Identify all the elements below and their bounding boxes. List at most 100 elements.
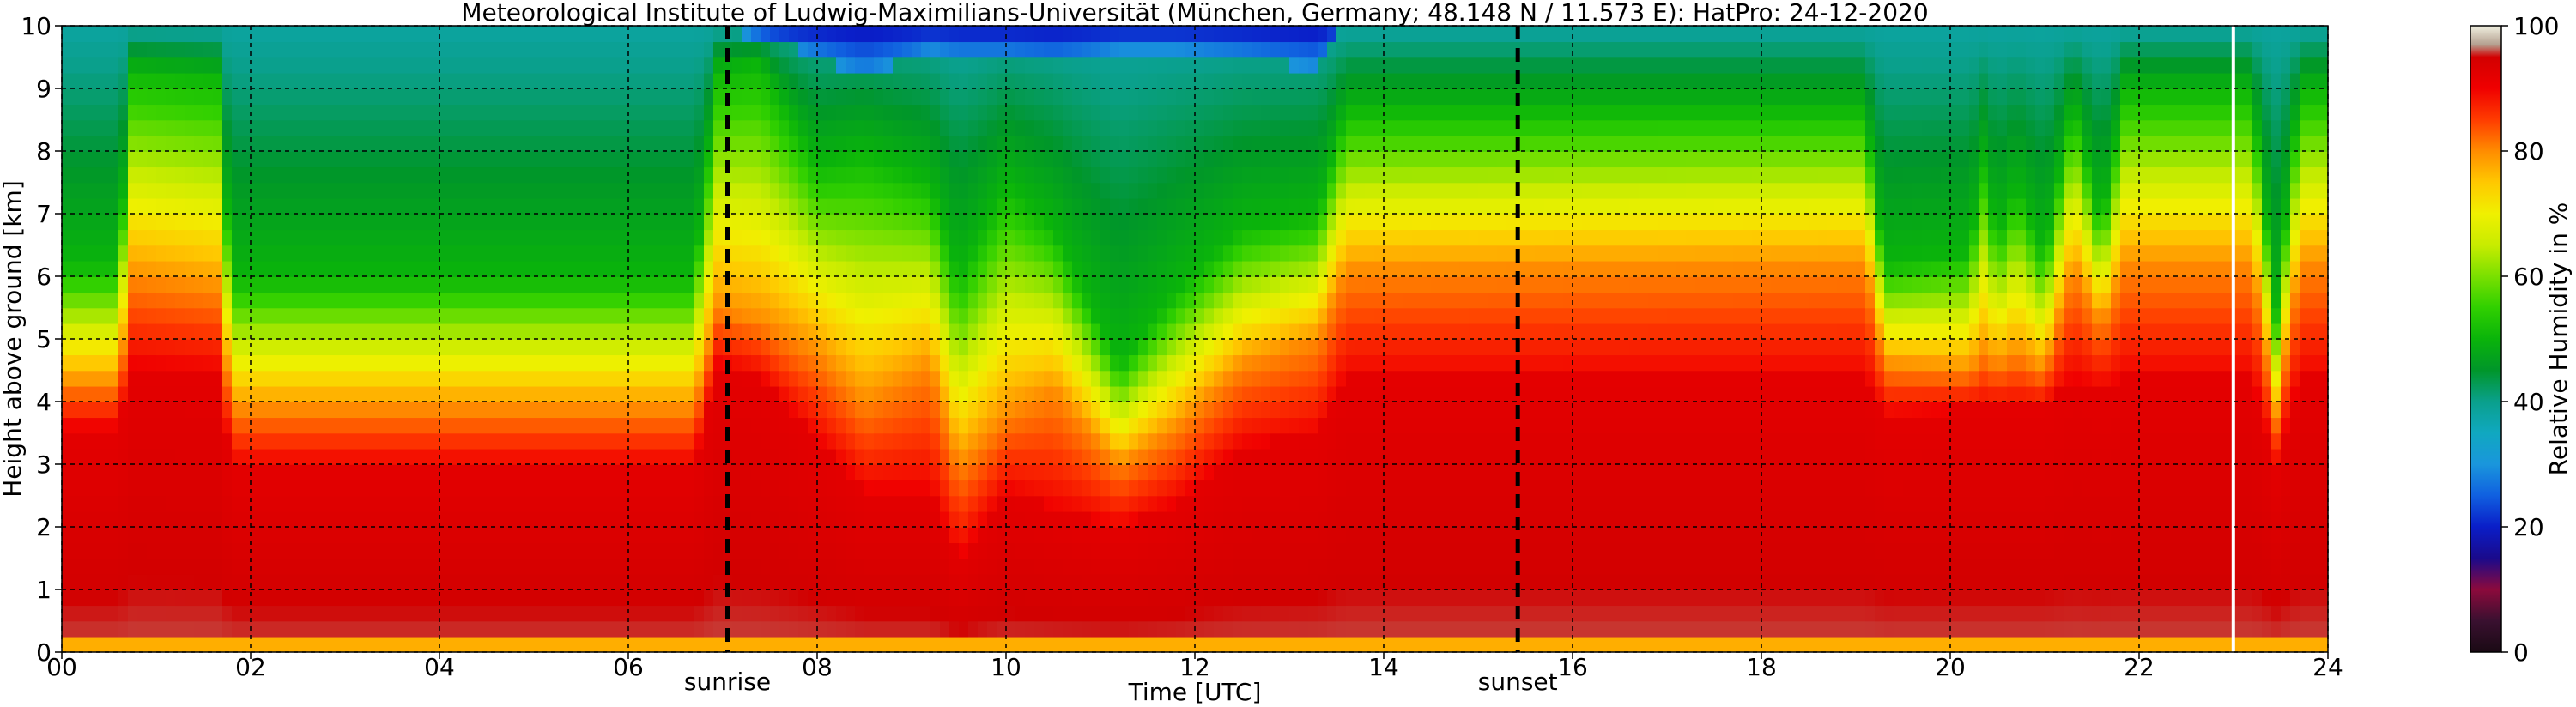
heatmap-cell	[128, 135, 138, 152]
heatmap-cell	[874, 260, 884, 277]
heatmap-cell	[1195, 464, 1205, 481]
heatmap-cell	[421, 229, 431, 246]
heatmap-cell	[449, 119, 459, 136]
heatmap-cell	[817, 464, 827, 481]
heatmap-column	[694, 26, 705, 652]
heatmap-cell	[336, 511, 346, 528]
heatmap-cell	[1072, 276, 1082, 293]
heatmap-cell	[355, 480, 365, 497]
heatmap-cell	[71, 245, 82, 262]
heatmap-cell	[307, 417, 318, 434]
heatmap-cell	[827, 245, 837, 262]
heatmap-cell	[411, 480, 421, 497]
heatmap-cell	[524, 151, 535, 168]
heatmap-cell	[62, 354, 72, 372]
heatmap-cell	[940, 448, 950, 465]
heatmap-cell	[1100, 197, 1111, 215]
heatmap-cell	[383, 417, 393, 434]
heatmap-cell	[1034, 558, 1045, 575]
heatmap-cell	[798, 166, 809, 184]
heatmap-cell	[336, 495, 346, 512]
heatmap-cell	[694, 72, 705, 89]
heatmap-cell	[194, 41, 204, 58]
heatmap-cell	[241, 480, 252, 497]
heatmap-cell	[185, 229, 195, 246]
heatmap-cell	[1167, 197, 1177, 215]
heatmap-cell	[392, 636, 403, 652]
heatmap-cell	[666, 182, 676, 199]
heatmap-cell	[100, 495, 110, 512]
heatmap-cell	[1167, 605, 1177, 622]
heatmap-cell	[657, 495, 667, 512]
heatmap-cell	[355, 402, 365, 419]
heatmap-cell	[1157, 511, 1167, 528]
heatmap-cell	[411, 166, 421, 184]
heatmap-cell	[930, 57, 941, 74]
heatmap-cell	[487, 245, 497, 262]
heatmap-cell	[524, 448, 535, 465]
heatmap-cell	[704, 620, 714, 638]
heatmap-cell	[600, 182, 610, 199]
heatmap-cell	[241, 151, 252, 168]
heatmap-column	[949, 26, 960, 652]
heatmap-cell	[71, 26, 82, 43]
heatmap-cell	[477, 307, 488, 324]
heatmap-cell	[789, 229, 799, 246]
heatmap-cell	[685, 88, 695, 106]
heatmap-cell	[902, 166, 912, 184]
heatmap-cell	[1119, 558, 1130, 575]
heatmap-cell	[298, 480, 308, 497]
heatmap-cell	[383, 104, 393, 121]
heatmap-cell	[203, 417, 214, 434]
heatmap-cell	[930, 385, 941, 402]
heatmap-cell	[581, 182, 591, 199]
heatmap-cell	[496, 448, 506, 465]
heatmap-cell	[421, 245, 431, 262]
heatmap-cell	[260, 135, 270, 152]
heatmap-cell	[534, 57, 544, 74]
heatmap-cell	[1195, 339, 1205, 356]
heatmap-cell	[638, 636, 648, 652]
heatmap-cell	[1195, 135, 1205, 152]
heatmap-cell	[732, 558, 742, 575]
heatmap-cell	[515, 197, 525, 215]
heatmap-cell	[90, 135, 100, 152]
heatmap-cell	[449, 276, 459, 293]
heatmap-cell	[118, 511, 129, 528]
heatmap-cell	[1129, 480, 1139, 497]
heatmap-cell	[364, 417, 374, 434]
heatmap-cell	[411, 605, 421, 622]
heatmap-cell	[487, 119, 497, 136]
heatmap-cell	[647, 402, 658, 419]
heatmap-cell	[543, 448, 554, 465]
heatmap-cell	[194, 57, 204, 74]
heatmap-cell	[100, 166, 110, 184]
heatmap-cell	[619, 88, 629, 106]
heatmap-cell	[751, 166, 761, 184]
heatmap-cell	[1044, 135, 1054, 152]
heatmap-cell	[770, 72, 780, 89]
heatmap-cell	[685, 72, 695, 89]
heatmap-cell	[836, 182, 846, 199]
heatmap-cell	[430, 370, 440, 387]
heatmap-cell	[581, 26, 591, 43]
heatmap-cell	[185, 636, 195, 652]
heatmap-cell	[1204, 151, 1215, 168]
heatmap-cell	[1072, 432, 1082, 450]
heatmap-cell	[1034, 464, 1045, 481]
heatmap-cell	[968, 620, 979, 638]
heatmap-cell	[997, 558, 1007, 575]
heatmap-cell	[241, 229, 252, 246]
heatmap-cell	[940, 292, 950, 309]
heatmap-cell	[930, 151, 941, 168]
heatmap-cell	[591, 229, 601, 246]
heatmap-cell	[732, 292, 742, 309]
heatmap-cell	[175, 197, 185, 215]
heatmap-cell	[421, 448, 431, 465]
heatmap-column	[1138, 26, 1149, 652]
heatmap-cell	[62, 558, 72, 575]
heatmap-cell	[496, 151, 506, 168]
heatmap-cell	[1053, 370, 1064, 387]
heatmap-cell	[855, 636, 865, 652]
heatmap-cell	[893, 57, 903, 74]
